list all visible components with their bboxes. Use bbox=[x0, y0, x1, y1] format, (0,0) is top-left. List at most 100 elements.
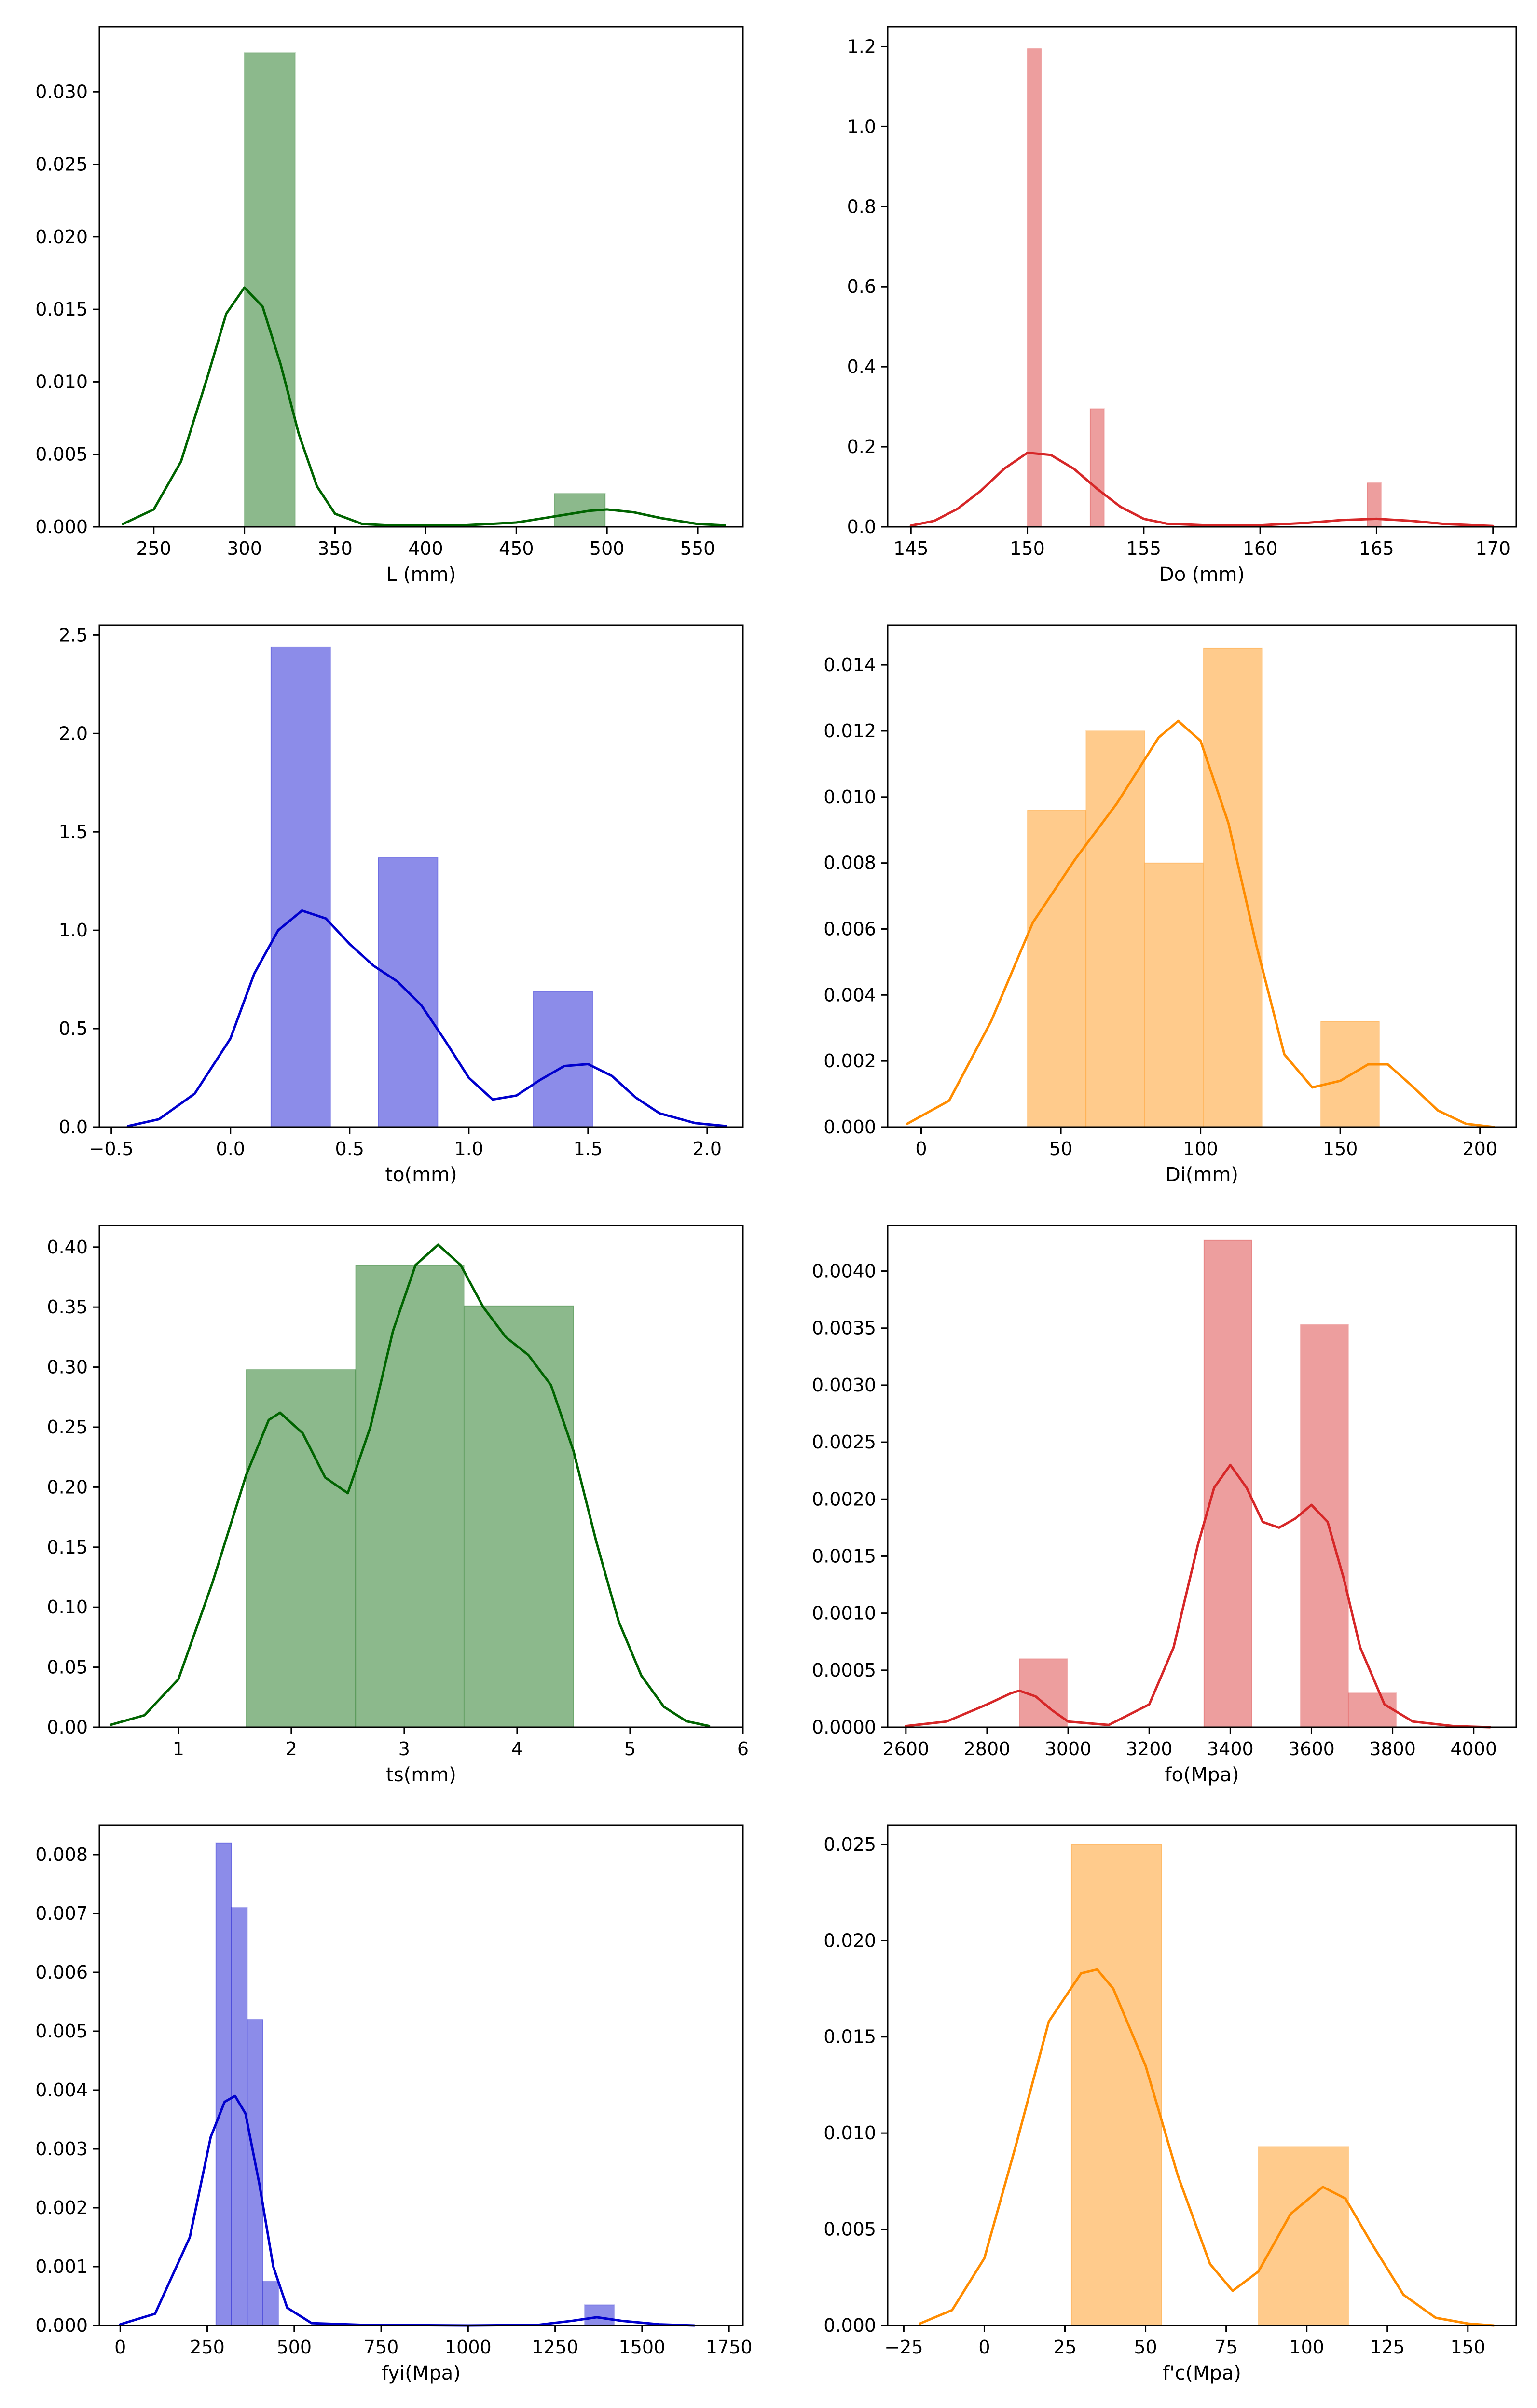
x-tick-label: 150 bbox=[1323, 1138, 1358, 1159]
x-axis-label: L (mm) bbox=[386, 564, 456, 586]
y-tick-label: 0.5 bbox=[59, 1018, 88, 1039]
x-tick-label: 3800 bbox=[1369, 1738, 1416, 1760]
x-tick-label: 145 bbox=[893, 538, 929, 559]
y-tick-label: 0.020 bbox=[823, 1930, 876, 1951]
x-tick-label: 200 bbox=[1462, 1138, 1497, 1159]
chart-panel-8: −25 0 25 50 75 100 125 150 0.000 0.005 0.010 0.015 0… bbox=[823, 1824, 1517, 2384]
y-tick-label: 0.004 bbox=[35, 2079, 88, 2101]
x-tick-label: 50 bbox=[1049, 1138, 1072, 1159]
kde-curve bbox=[126, 909, 727, 1128]
x-tick-label: 125 bbox=[1370, 2337, 1405, 2358]
y-tick-label: 0.10 bbox=[47, 1596, 88, 1618]
x-tick-label: 250 bbox=[190, 2337, 225, 2358]
y-tick-label: 0.006 bbox=[35, 1962, 88, 1983]
x-tick-label: 0.0 bbox=[216, 1138, 245, 1159]
y-tick-label: 0.030 bbox=[35, 81, 88, 102]
x-tick-label: 75 bbox=[1214, 2337, 1237, 2358]
y-tick-label: 0.000 bbox=[35, 516, 88, 537]
y-tick-label: 0.008 bbox=[823, 853, 876, 874]
x-tick-label: 3 bbox=[398, 1738, 410, 1760]
histogram-bar bbox=[355, 1265, 465, 1728]
x-tick-label: 1500 bbox=[619, 2337, 666, 2358]
kde-curve bbox=[909, 452, 1495, 527]
x-tick-label: 150 bbox=[1451, 2337, 1486, 2358]
plot-frame bbox=[887, 1225, 1517, 1728]
y-tick-label: 0.0020 bbox=[812, 1488, 876, 1510]
y-tick-label: 0.005 bbox=[35, 2021, 88, 2042]
x-tick-label: 400 bbox=[408, 538, 443, 559]
kde-curve bbox=[109, 1243, 711, 1727]
plot-frame bbox=[98, 26, 744, 528]
y-tick-label: 0.2 bbox=[847, 436, 876, 457]
x-tick-label: 4 bbox=[511, 1738, 523, 1760]
histogram-bar bbox=[1203, 647, 1263, 1128]
histogram-bar bbox=[231, 1907, 248, 2326]
kde-curve bbox=[905, 1463, 1491, 1729]
x-tick-label: 2 bbox=[286, 1738, 297, 1760]
histogram-bar bbox=[1300, 1324, 1349, 1728]
x-tick-label: 300 bbox=[227, 538, 262, 559]
plot-frame bbox=[887, 1824, 1517, 2326]
x-tick-label: 0 bbox=[114, 2337, 126, 2358]
x-tick-label: 160 bbox=[1243, 538, 1278, 559]
plot-frame bbox=[887, 624, 1517, 1128]
y-tick-label: 0.30 bbox=[47, 1357, 88, 1378]
x-tick-label: 4000 bbox=[1450, 1738, 1497, 1760]
histogram-bar bbox=[1027, 810, 1087, 1128]
chart-panel-2: 145 150 155 160 165 170 0.0 0.2 0.4 0.6 0.8 1.0 1.2 D… bbox=[847, 26, 1517, 586]
x-tick-label: 25 bbox=[1053, 2337, 1076, 2358]
y-tick-label: 0.8 bbox=[847, 196, 876, 217]
plot-frame bbox=[887, 26, 1517, 528]
kde-curve bbox=[906, 719, 1496, 1128]
x-tick-label: 1.0 bbox=[454, 1138, 483, 1159]
x-tick-label: 1.5 bbox=[574, 1138, 603, 1159]
x-tick-label: 750 bbox=[364, 2337, 399, 2358]
chart-panel-1: 250 300 350 400 450 500 550 0.000 0.005 0.010 0.01… bbox=[35, 26, 744, 586]
histogram-bar bbox=[215, 1842, 233, 2326]
y-tick-label: 1.0 bbox=[847, 116, 876, 137]
x-tick-label: 165 bbox=[1359, 538, 1394, 559]
y-tick-label: 0.0000 bbox=[812, 1717, 876, 1738]
x-tick-label: 100 bbox=[1289, 2337, 1324, 2358]
y-tick-label: 0.0040 bbox=[812, 1261, 876, 1282]
x-axis-label: to(mm) bbox=[385, 1164, 457, 1186]
x-tick-label: 0 bbox=[978, 2337, 990, 2358]
y-tick-label: 0.0010 bbox=[812, 1603, 876, 1624]
x-tick-label: 170 bbox=[1475, 538, 1510, 559]
y-tick-label: 1.0 bbox=[59, 920, 88, 941]
x-tick-label: 250 bbox=[136, 538, 171, 559]
y-tick-label: 0.010 bbox=[35, 371, 88, 392]
plot-frame bbox=[98, 1824, 744, 2326]
y-tick-label: 0.0 bbox=[847, 516, 876, 537]
histogram-bar bbox=[1347, 1692, 1397, 1728]
y-tick-label: 1.5 bbox=[59, 821, 88, 842]
y-tick-label: 0.05 bbox=[47, 1657, 88, 1678]
y-tick-label: 0.014 bbox=[823, 654, 876, 675]
plot-frame bbox=[98, 1225, 744, 1728]
y-tick-label: 0.0030 bbox=[812, 1375, 876, 1396]
x-tick-label: 3400 bbox=[1207, 1738, 1254, 1760]
y-tick-label: 0.002 bbox=[823, 1050, 876, 1072]
x-tick-label: 3200 bbox=[1126, 1738, 1173, 1760]
y-tick-label: 0.000 bbox=[823, 1116, 876, 1138]
y-tick-label: 0.0035 bbox=[812, 1318, 876, 1339]
histogram-bar bbox=[1144, 862, 1204, 1128]
y-tick-label: 0.0025 bbox=[812, 1431, 876, 1453]
y-tick-label: 0.008 bbox=[35, 1844, 88, 1865]
x-tick-label: 2.0 bbox=[693, 1138, 722, 1159]
y-tick-label: 0.006 bbox=[823, 918, 876, 939]
y-tick-label: 0.4 bbox=[847, 356, 876, 377]
x-axis-label: fo(Mpa) bbox=[1165, 1764, 1239, 1786]
y-tick-label: 0.0005 bbox=[812, 1660, 876, 1681]
histogram-bar bbox=[247, 2019, 263, 2326]
x-tick-label: 450 bbox=[499, 538, 534, 559]
kde-curve bbox=[919, 1968, 1495, 2327]
x-tick-label: 50 bbox=[1134, 2337, 1157, 2358]
x-tick-label: 3000 bbox=[1045, 1738, 1092, 1760]
y-tick-label: 0.003 bbox=[35, 2138, 88, 2160]
x-tick-label: −25 bbox=[884, 2337, 923, 2358]
x-tick-label: 2600 bbox=[882, 1738, 929, 1760]
x-tick-label: 150 bbox=[1010, 538, 1045, 559]
y-tick-label: 0.015 bbox=[35, 299, 88, 320]
x-axis-label: fyi(Mpa) bbox=[382, 2362, 461, 2384]
